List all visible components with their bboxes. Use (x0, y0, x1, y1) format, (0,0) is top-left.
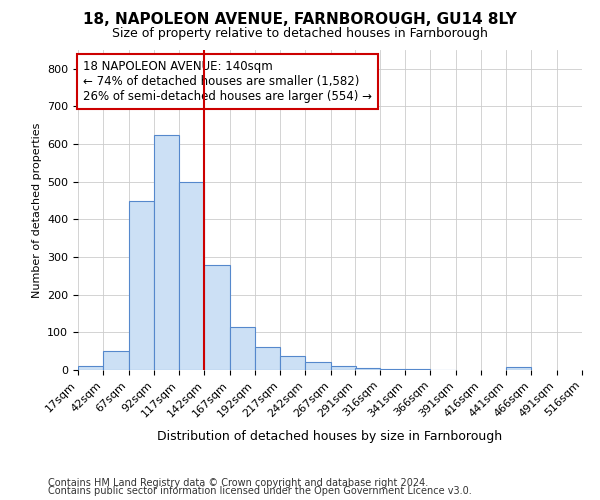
Bar (103, 351, 128, 370)
Bar (405, 369, 430, 370)
Text: Contains public sector information licensed under the Open Government Licence v3: Contains public sector information licen… (48, 486, 472, 496)
Text: 18, NAPOLEON AVENUE, FARNBOROUGH, GU14 8LY: 18, NAPOLEON AVENUE, FARNBOROUGH, GU14 8… (83, 12, 517, 28)
Bar (355, 368, 380, 370)
Bar (331, 366, 356, 370)
Bar (506, 367, 532, 370)
Text: Contains HM Land Registry data © Crown copyright and database right 2024.: Contains HM Land Registry data © Crown c… (48, 478, 428, 488)
Bar (255, 348, 280, 370)
Bar (305, 362, 331, 370)
Bar (154, 134, 179, 370)
X-axis label: Distribution of detached houses by size in Farnborough: Distribution of detached houses by size … (157, 430, 503, 443)
Y-axis label: Number of detached properties: Number of detached properties (32, 122, 41, 298)
Bar (78, 366, 103, 370)
Text: 18 NAPOLEON AVENUE: 140sqm
← 74% of detached houses are smaller (1,582)
26% of s: 18 NAPOLEON AVENUE: 140sqm ← 74% of deta… (83, 60, 372, 102)
Text: Size of property relative to detached houses in Farnborough: Size of property relative to detached ho… (112, 28, 488, 40)
Bar (380, 369, 405, 370)
Bar (204, 264, 230, 370)
Bar (230, 326, 255, 370)
Bar (128, 200, 154, 370)
Bar (179, 182, 204, 370)
Bar (280, 356, 305, 370)
